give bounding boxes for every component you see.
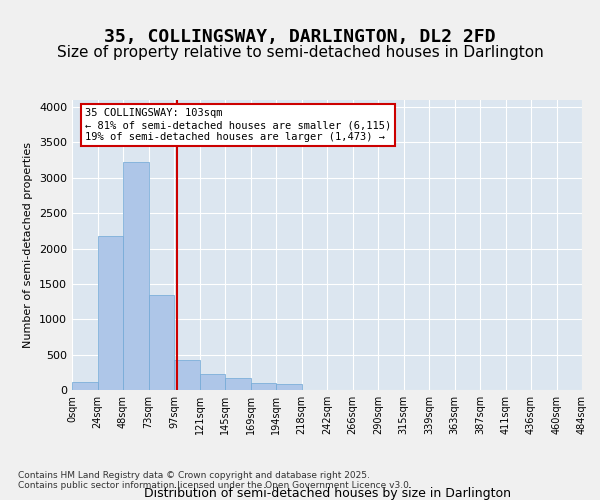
Y-axis label: Number of semi-detached properties: Number of semi-detached properties	[23, 142, 34, 348]
Bar	[123, 162, 149, 390]
Bar	[72, 382, 97, 390]
Text: Size of property relative to semi-detached houses in Darlington: Size of property relative to semi-detach…	[56, 45, 544, 60]
X-axis label: Distribution of semi-detached houses by size in Darlington: Distribution of semi-detached houses by …	[143, 487, 511, 500]
Bar	[225, 378, 251, 390]
Text: Contains HM Land Registry data © Crown copyright and database right 2025.
Contai: Contains HM Land Registry data © Crown c…	[18, 470, 412, 490]
Bar	[149, 295, 174, 390]
Bar	[276, 384, 302, 390]
Text: 35 COLLINGSWAY: 103sqm
← 81% of semi-detached houses are smaller (6,115)
19% of : 35 COLLINGSWAY: 103sqm ← 81% of semi-det…	[85, 108, 391, 142]
Text: 35, COLLINGSWAY, DARLINGTON, DL2 2FD: 35, COLLINGSWAY, DARLINGTON, DL2 2FD	[104, 28, 496, 46]
Bar	[199, 374, 225, 390]
Bar	[251, 383, 276, 390]
Bar	[97, 236, 123, 390]
Bar	[174, 360, 199, 390]
